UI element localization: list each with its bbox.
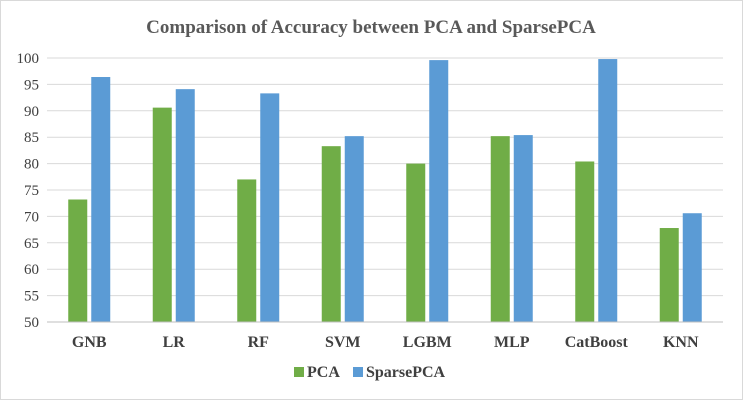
y-tick-label: 90 [24, 104, 39, 120]
bar-sparsepca-knn [682, 213, 702, 322]
x-category-label: KNN [663, 334, 699, 351]
y-tick-label: 100 [17, 51, 40, 67]
bars [68, 59, 702, 323]
legend-swatch-sparsepca [353, 367, 363, 377]
x-category-label: MLP [494, 334, 530, 351]
bar-pca-mlp [490, 136, 510, 322]
x-category-label: LGBM [403, 334, 452, 351]
gridlines [47, 57, 723, 297]
x-axis-categories: GNB LR RF SVM LGBM MLP CatBoost KNN [72, 334, 699, 351]
bar-pca-rf [237, 179, 257, 322]
bar-pca-lr [152, 107, 172, 322]
y-tick-label: 55 [24, 289, 39, 305]
y-tick-label: 60 [24, 262, 39, 278]
x-category-label: SVM [325, 334, 361, 351]
bar-pca-lgbm [406, 163, 426, 322]
y-tick-label: 65 [24, 236, 39, 252]
bar-sparsepca-catboost [598, 59, 618, 322]
y-tick-label: 50 [24, 315, 39, 331]
legend: PCA SparsePCA [294, 364, 446, 381]
y-tick-label: 95 [24, 77, 39, 93]
y-tick-label: 85 [24, 130, 39, 146]
legend-label-pca: PCA [307, 364, 340, 381]
y-tick-label: 70 [24, 209, 39, 225]
bar-sparsepca-lr [175, 89, 195, 322]
bar-pca-gnb [68, 199, 88, 322]
bar-sparsepca-lgbm [429, 60, 449, 322]
chart-title: Comparison of Accuracy between PCA and S… [146, 17, 596, 38]
bar-sparsepca-rf [260, 93, 280, 322]
bar-pca-svm [321, 146, 341, 322]
x-category-label: GNB [72, 334, 107, 351]
y-tick-label: 80 [24, 157, 39, 173]
x-category-label: RF [248, 334, 270, 351]
bar-sparsepca-gnb [91, 77, 111, 323]
y-tick-label: 75 [24, 183, 39, 199]
bar-pca-knn [659, 228, 679, 322]
x-category-label: LR [163, 334, 186, 351]
bar-pca-catboost [575, 161, 595, 322]
legend-label-sparsepca: SparsePCA [366, 364, 446, 381]
legend-swatch-pca [294, 367, 304, 377]
y-axis-ticks: 50 55 60 65 70 75 80 85 90 95 100 [17, 51, 40, 331]
bar-sparsepca-mlp [513, 135, 533, 322]
x-category-label: CatBoost [565, 334, 629, 351]
bar-sparsepca-svm [344, 136, 364, 322]
